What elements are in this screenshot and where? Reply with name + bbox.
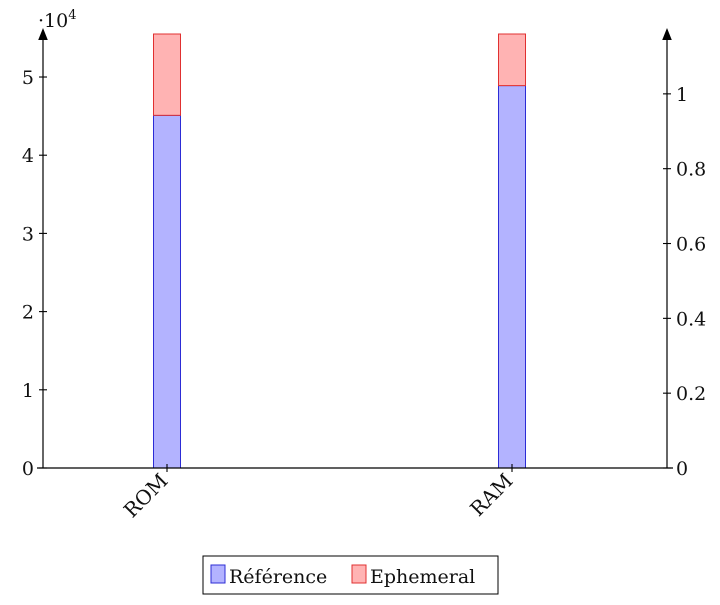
right-tick-label: 0.2 — [676, 383, 706, 405]
bars-layer — [153, 33, 526, 469]
legend-box — [202, 555, 499, 595]
left-ticks: 0 1 2 3 4 5 — [22, 67, 47, 480]
y-scale-exponent: 4 — [68, 8, 76, 23]
right-ticks: 0 0.2 0.4 0.6 0.8 1 — [663, 84, 706, 480]
bar-rom-reference — [153, 114, 181, 469]
legend-label-reference: Référence — [229, 566, 327, 588]
left-tick-label: 1 — [22, 380, 34, 402]
left-tick-label: 2 — [22, 302, 34, 324]
left-tick-label: 0 — [22, 458, 34, 480]
legend-label-ephemeral: Ephemeral — [370, 566, 475, 588]
bar-ram-ephemeral — [498, 33, 526, 87]
right-tick-label: 0 — [676, 458, 688, 480]
category-label-ram: RAM — [465, 469, 517, 521]
y-scale-label: ·104 — [38, 8, 77, 32]
left-tick-label: 4 — [22, 145, 34, 167]
right-tick-label: 0.4 — [676, 308, 706, 330]
category-label-rom: ROM — [119, 469, 173, 523]
right-tick-label: 0.8 — [676, 159, 706, 181]
category-labels: ROM RAM — [119, 464, 518, 522]
legend-swatch-ephemeral — [351, 564, 367, 584]
left-tick-label: 3 — [22, 223, 34, 245]
left-tick-label: 5 — [22, 67, 34, 89]
legend: Référence Ephemeral — [202, 555, 499, 595]
right-tick-label: 0.6 — [676, 234, 706, 256]
bar-rom-ephemeral — [153, 33, 181, 116]
legend-swatch-reference — [210, 564, 226, 584]
bar-ram-reference — [498, 85, 526, 469]
right-tick-label: 1 — [676, 84, 688, 106]
